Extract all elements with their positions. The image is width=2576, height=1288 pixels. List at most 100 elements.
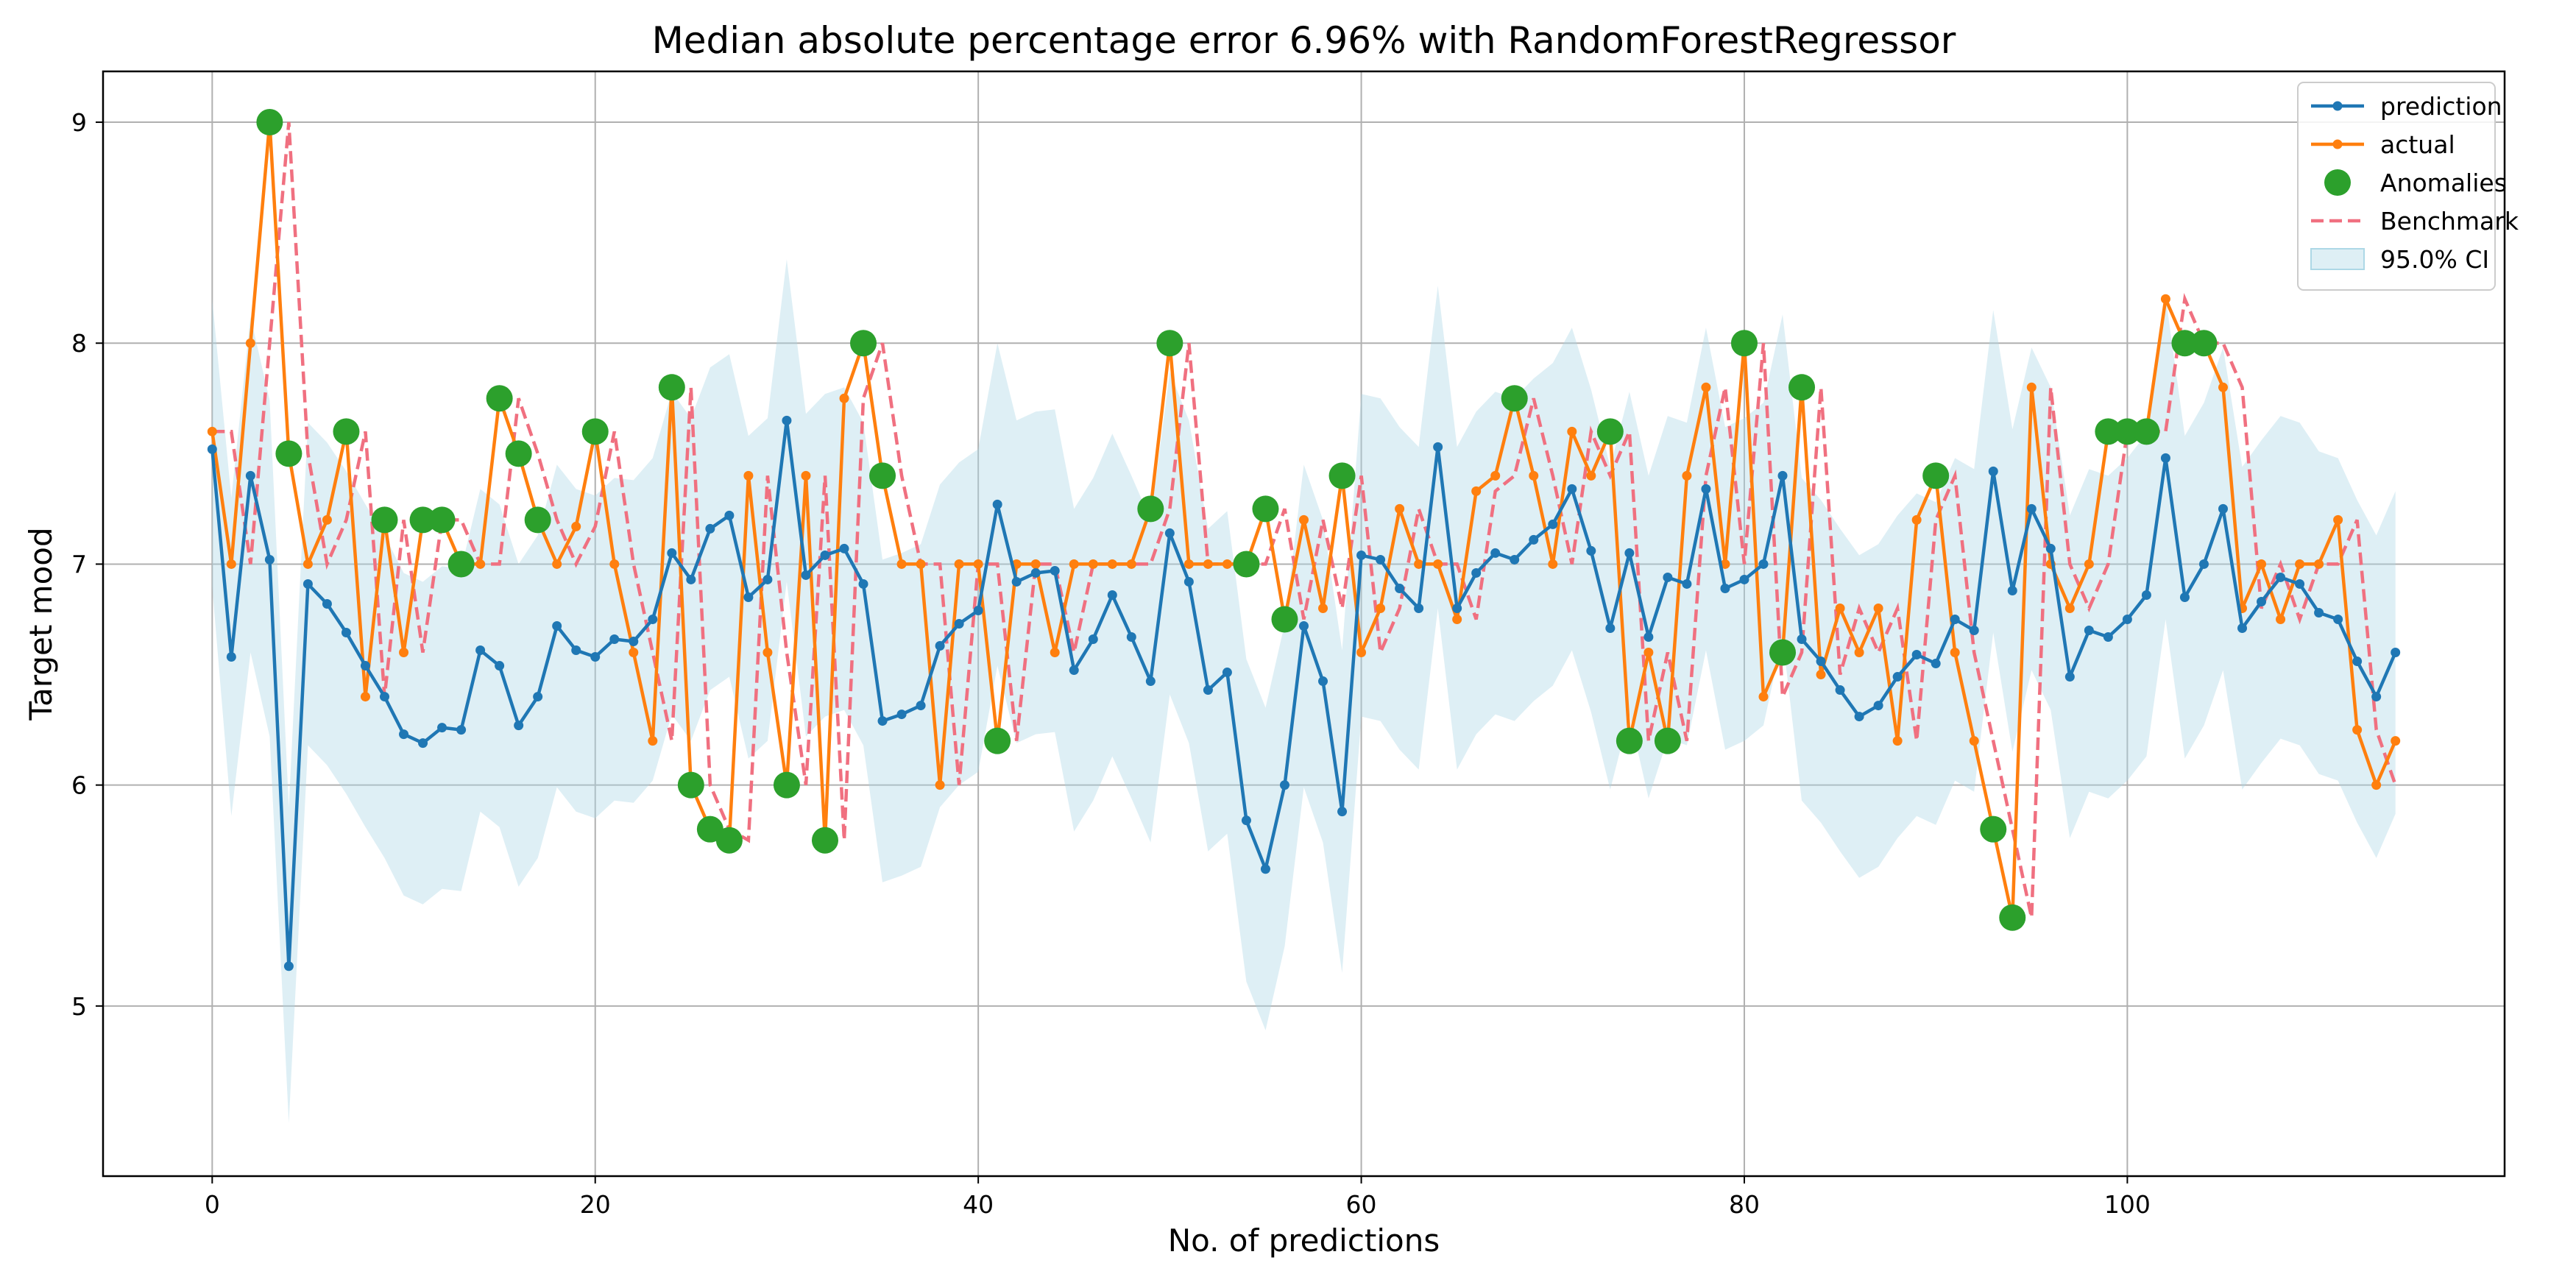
legend-swatch-anomaly xyxy=(2324,169,2351,196)
anomaly-marker xyxy=(984,727,1011,754)
prediction-point xyxy=(1643,632,1654,643)
anomaly-marker xyxy=(1980,815,2007,843)
prediction-point xyxy=(207,444,217,454)
anomaly-marker xyxy=(1501,385,1528,412)
actual-point xyxy=(801,470,811,481)
actual-point xyxy=(1452,614,1462,624)
legend-swatch-ci xyxy=(2310,248,2365,270)
prediction-point xyxy=(2198,559,2209,569)
actual-point xyxy=(322,514,332,525)
actual-point xyxy=(648,736,658,746)
prediction-point xyxy=(552,621,562,631)
prediction-point xyxy=(1107,590,1117,600)
actual-point xyxy=(916,559,926,569)
anomaly-marker xyxy=(524,506,551,534)
anomaly-marker xyxy=(1252,495,1279,523)
prediction-point xyxy=(1931,659,1941,669)
prediction-point xyxy=(360,661,370,671)
prediction-point xyxy=(1567,484,1577,494)
prediction-point xyxy=(935,641,945,651)
actual-point xyxy=(360,692,370,702)
prediction-point xyxy=(302,578,313,589)
actual-point xyxy=(2160,294,2170,304)
prediction-point xyxy=(2237,623,2248,634)
actual-point xyxy=(1395,503,1405,514)
actual-point xyxy=(1069,559,1079,569)
prediction-point xyxy=(1988,466,1998,476)
prediction-point xyxy=(839,543,849,553)
anomaly-marker xyxy=(581,418,609,445)
y-tick-label: 6 xyxy=(71,771,87,800)
prediction-point xyxy=(475,645,486,656)
actual-point xyxy=(743,470,754,481)
prediction-point xyxy=(1720,583,1730,593)
prediction-point xyxy=(2218,503,2228,514)
prediction-point xyxy=(992,499,1002,509)
prediction-point xyxy=(1873,701,1883,711)
actual-point xyxy=(1050,648,1060,658)
anomaly-marker xyxy=(1328,462,1356,489)
prediction-point xyxy=(2333,614,2343,624)
prediction-point xyxy=(609,634,620,645)
actual-point xyxy=(1892,736,1903,746)
y-tick-label: 9 xyxy=(71,108,87,137)
anomaly-marker xyxy=(773,771,800,799)
x-tick-label: 40 xyxy=(963,1190,994,1219)
y-tick-label: 5 xyxy=(71,992,87,1021)
prediction-point xyxy=(2084,626,2094,636)
prediction-point xyxy=(2122,614,2132,624)
anomaly-marker xyxy=(658,374,685,401)
anomaly-marker xyxy=(715,827,743,854)
actual-point xyxy=(245,338,255,348)
prediction-point xyxy=(456,725,467,735)
actual-point xyxy=(475,559,486,569)
actual-point xyxy=(1299,514,1309,525)
prediction-point xyxy=(1682,578,1692,589)
prediction-point xyxy=(877,716,888,726)
prediction-point xyxy=(1414,603,1424,613)
actual-point xyxy=(1586,470,1596,481)
prediction-point xyxy=(380,692,390,702)
actual-point xyxy=(1030,559,1041,569)
actual-point xyxy=(1356,648,1367,658)
actual-point xyxy=(629,648,639,658)
prediction-point xyxy=(916,701,926,711)
prediction-point xyxy=(954,619,964,629)
actual-point xyxy=(1490,470,1501,481)
anomaly-marker xyxy=(2095,418,2122,445)
actual-point xyxy=(226,559,236,569)
prediction-point xyxy=(2103,632,2113,643)
actual-point xyxy=(1548,559,1558,569)
actual-point xyxy=(2064,603,2075,613)
benchmark-layer xyxy=(212,121,2397,919)
prediction-point xyxy=(1088,634,1098,645)
prediction-point xyxy=(1126,632,1136,643)
anomaly-marker xyxy=(256,109,283,136)
anomaly-marker xyxy=(333,418,360,445)
prediction-point xyxy=(1241,815,1251,826)
anomaly-marker xyxy=(505,440,532,467)
actual-point xyxy=(1758,692,1769,702)
anomaly-marker xyxy=(1271,606,1298,633)
anomaly-marker xyxy=(1922,462,1950,489)
anomaly-marker xyxy=(811,827,838,854)
actual-point xyxy=(302,559,313,569)
prediction-point xyxy=(322,598,332,609)
anomaly-marker xyxy=(1137,495,1164,523)
prediction-point xyxy=(2352,657,2363,667)
prediction-point xyxy=(1011,576,1022,587)
prediction-point xyxy=(264,554,275,565)
prediction-point xyxy=(2257,596,2267,606)
prediction-point xyxy=(1624,548,1635,558)
prediction-point xyxy=(1510,554,1520,565)
actual-point xyxy=(762,648,773,658)
actual-point xyxy=(1433,559,1443,569)
actual-point xyxy=(1107,559,1117,569)
prediction-point xyxy=(1490,548,1501,558)
prediction-point xyxy=(1452,603,1462,613)
prediction-point xyxy=(1816,657,1826,667)
prediction-point xyxy=(1356,550,1367,560)
actual-point xyxy=(973,559,983,569)
grid xyxy=(103,71,2505,1176)
